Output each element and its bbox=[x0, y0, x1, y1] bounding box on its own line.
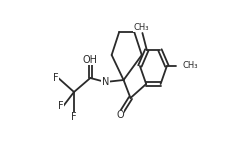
Text: F: F bbox=[71, 112, 77, 122]
Text: N: N bbox=[102, 77, 109, 87]
Text: CH₃: CH₃ bbox=[182, 61, 198, 70]
Text: F: F bbox=[53, 73, 58, 83]
Text: F: F bbox=[58, 101, 63, 111]
Text: OH: OH bbox=[83, 55, 98, 65]
Text: O: O bbox=[116, 110, 124, 120]
Text: CH₃: CH₃ bbox=[133, 22, 149, 32]
